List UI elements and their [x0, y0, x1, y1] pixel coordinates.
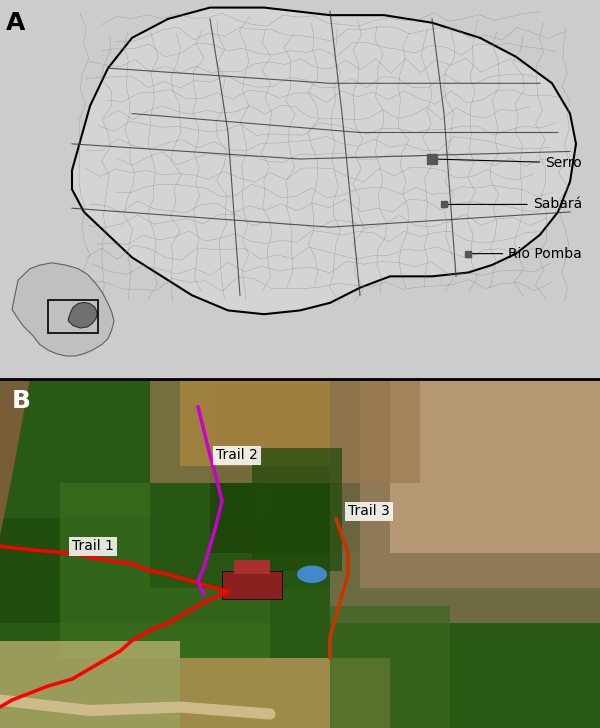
- Bar: [330, 379, 600, 623]
- Bar: [330, 606, 450, 728]
- Bar: [150, 379, 330, 588]
- Bar: [48, 300, 98, 333]
- Bar: [210, 379, 360, 553]
- Polygon shape: [72, 7, 576, 314]
- Bar: [390, 379, 600, 553]
- Bar: [252, 448, 342, 571]
- Text: Rio Pomba: Rio Pomba: [471, 247, 582, 261]
- Bar: [150, 379, 420, 483]
- Bar: [0, 379, 270, 623]
- Bar: [180, 658, 390, 728]
- Bar: [222, 571, 282, 598]
- Text: Trail 2: Trail 2: [216, 448, 258, 462]
- Circle shape: [297, 566, 327, 583]
- Bar: [360, 379, 600, 588]
- Text: A: A: [6, 12, 25, 36]
- Text: Trail 1: Trail 1: [72, 539, 114, 553]
- Polygon shape: [68, 302, 97, 328]
- Text: Trail 3: Trail 3: [348, 505, 390, 518]
- Text: B: B: [12, 389, 31, 413]
- Bar: [234, 561, 270, 574]
- Bar: [60, 483, 270, 658]
- Polygon shape: [0, 379, 30, 536]
- Text: Sabará: Sabará: [447, 197, 582, 211]
- Polygon shape: [12, 263, 114, 356]
- Bar: [0, 641, 180, 728]
- Bar: [180, 379, 330, 466]
- Text: Serro: Serro: [435, 156, 582, 170]
- Bar: [0, 379, 330, 518]
